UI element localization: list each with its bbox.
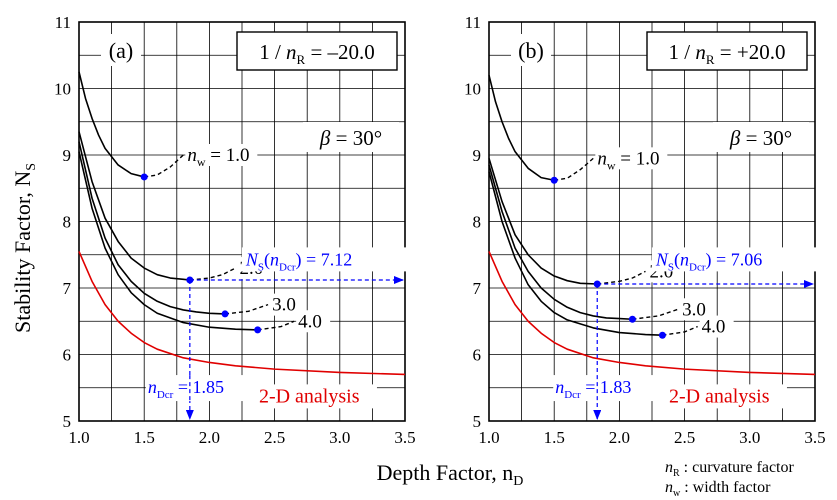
y-tick-label: 10 — [54, 80, 71, 99]
critical-nd-label-bg — [145, 375, 258, 402]
series-line-nw-4.0 — [488, 171, 663, 337]
series-line-nw-4.0 — [78, 151, 258, 331]
series-label-bg — [254, 384, 377, 409]
series-extension-dashed — [224, 303, 269, 315]
plot-frame — [488, 21, 816, 422]
series-label: 4.0 — [298, 311, 322, 332]
beta-label-bg — [303, 122, 399, 152]
y-tick-label: 11 — [465, 13, 481, 32]
y-tick-label: 9 — [473, 146, 482, 165]
series-extension-dashed — [662, 325, 698, 336]
legend-notes: nR : curvature factor nw : width factor — [665, 459, 795, 499]
panel-label-bg — [511, 34, 551, 66]
y-tick-label: 5 — [63, 412, 72, 431]
panel-a: 1.0 1.5 2.0 2.5 3.0 3.5 5 6 7 8 9 10 11 (a) 1 / nR = –… — [54, 13, 416, 447]
series-label: 4.0 — [702, 317, 726, 338]
panel-label: (b) — [518, 38, 544, 63]
series-line-2d-analysis — [78, 251, 406, 376]
series-line-nw-2.0 — [488, 158, 598, 285]
series-line-nw-1.0 — [488, 75, 555, 182]
y-tick-label: 8 — [473, 213, 482, 232]
series-extension-dashed — [632, 308, 679, 320]
x-axis-label: Depth Factor, nD — [377, 460, 524, 489]
panel-label: (a) — [109, 38, 133, 63]
x-tick-label: 3.5 — [804, 428, 825, 447]
critical-nd-label: nDcr = 1.83 — [555, 377, 631, 401]
minimum-point — [140, 173, 148, 181]
panel-label-bg — [101, 34, 141, 66]
critical-ns-label-bg — [241, 247, 408, 272]
parameter-box — [236, 31, 398, 71]
y-tick-label: 9 — [63, 146, 72, 165]
series-label-bg — [296, 310, 331, 333]
series-extension-dashed — [597, 270, 646, 285]
parameter-box — [646, 31, 808, 71]
series-label: 3.0 — [682, 299, 706, 320]
series-label: nw = 1.0 — [187, 145, 249, 169]
x-tick-label: 3.0 — [739, 428, 760, 447]
series-line-nw-1.0 — [78, 71, 145, 178]
series-label-2d-analysis: 2-D analysis — [259, 385, 360, 407]
y-tick-label: 6 — [473, 346, 482, 365]
x-tick-label: 1.5 — [544, 428, 565, 447]
y-tick-label: 6 — [63, 346, 72, 365]
series-line-nw-3.0 — [78, 141, 226, 315]
critical-ns-label: NS(nDcr) = 7.12 — [245, 249, 352, 273]
beta-label: β = 30° — [729, 126, 792, 150]
series-label-bg — [595, 147, 668, 170]
beta-label-bg — [713, 122, 809, 152]
x-tick-label: 3.5 — [394, 428, 415, 447]
parameter-box-label: 1 / nR = +20.0 — [669, 40, 786, 67]
critical-ns-label: NS(nDcr) = 7.06 — [655, 249, 762, 273]
x-tick-label: 3.0 — [329, 428, 350, 447]
series-line-2d-analysis — [488, 251, 816, 376]
series-extension-dashed — [257, 320, 295, 331]
parameter-box-label: 1 / nR = –20.0 — [259, 40, 375, 67]
y-tick-label: 8 — [63, 213, 72, 232]
critical-nd-label: nDcr = 1.85 — [148, 377, 224, 401]
minimum-point — [254, 326, 262, 334]
x-tick-label: 1.5 — [134, 428, 155, 447]
y-tick-label: 11 — [55, 13, 71, 32]
beta-label: β = 30° — [319, 126, 382, 150]
series-extension-dashed — [144, 154, 184, 178]
x-tick-label: 1.0 — [68, 428, 89, 447]
series-label: nw = 1.0 — [597, 148, 659, 172]
minimum-point — [221, 310, 229, 318]
series-line-nw-2.0 — [78, 131, 190, 281]
plot-frame — [78, 21, 406, 422]
series-label: 3.0 — [272, 295, 296, 316]
x-tick-label: 2.0 — [199, 428, 220, 447]
series-label-bg — [664, 384, 787, 409]
series-label-bg — [699, 315, 734, 338]
grid — [488, 21, 816, 422]
legend-note-width: nw : width factor — [665, 479, 771, 499]
series-label-bg — [680, 298, 715, 321]
panel-b: 1.0 1.5 2.0 2.5 3.0 3.5 5 6 7 8 9 10 11 (b) 1 / nR = +… — [464, 13, 826, 447]
x-tick-label: 2.5 — [674, 428, 695, 447]
y-tick-label: 7 — [473, 279, 482, 298]
minimum-point — [550, 176, 558, 184]
series-extension-dashed — [189, 267, 236, 281]
y-tick-label: 5 — [473, 412, 482, 431]
x-tick-label: 2.5 — [264, 428, 285, 447]
y-axis-label: Stability Factor, NS — [10, 163, 39, 333]
critical-nd-label-bg — [553, 375, 666, 402]
critical-ns-label-bg — [651, 247, 818, 272]
x-tick-label: 2.0 — [609, 428, 630, 447]
series-label-bg — [185, 144, 258, 166]
minimum-point — [628, 315, 636, 323]
y-tick-label: 7 — [63, 279, 72, 298]
legend-note-curvature: nR : curvature factor — [665, 459, 795, 479]
series-extension-dashed — [554, 157, 594, 181]
grid — [78, 21, 406, 422]
y-tick-label: 10 — [464, 80, 481, 99]
x-tick-label: 1.0 — [478, 428, 499, 447]
series-label-2d-analysis: 2-D analysis — [669, 385, 770, 407]
series-label-bg — [270, 293, 305, 316]
minimum-point — [658, 331, 666, 339]
series-line-nw-3.0 — [488, 164, 633, 321]
